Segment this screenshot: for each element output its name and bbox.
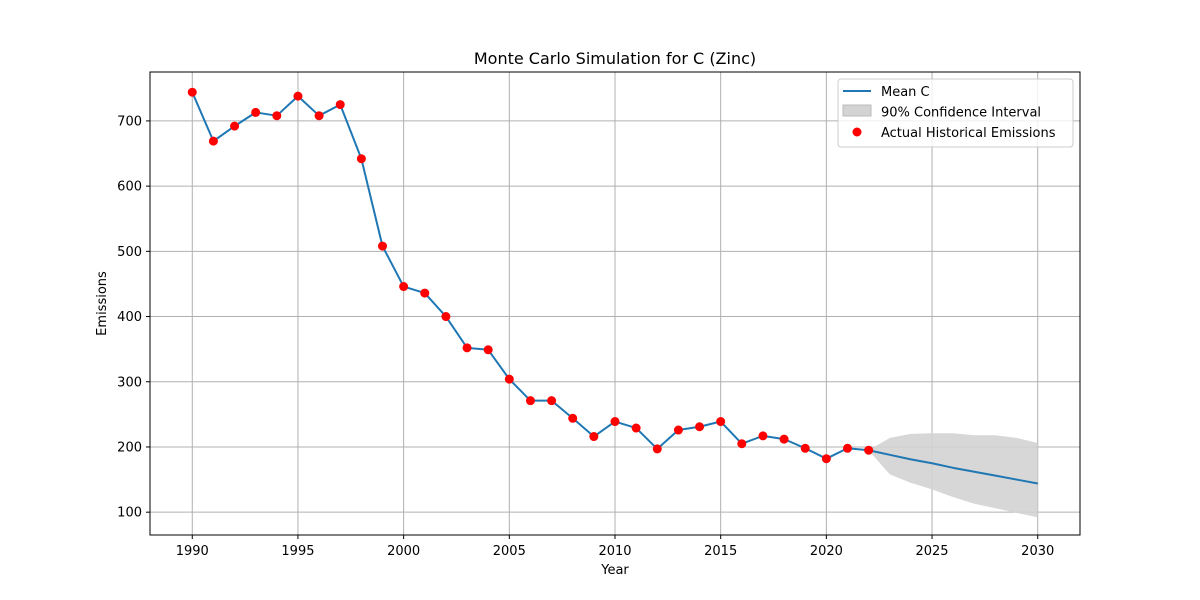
historical-point: [187, 87, 197, 97]
historical-point: [821, 454, 831, 464]
historical-point: [272, 111, 282, 121]
historical-point: [673, 425, 683, 435]
historical-point: [462, 343, 472, 353]
historical-point: [293, 91, 303, 101]
historical-point: [737, 439, 747, 449]
historical-point: [589, 432, 599, 442]
y-axis-ticks: 100 200 300 400 500 600 700: [117, 114, 150, 521]
grid: [150, 72, 1080, 535]
legend-swatch-interval: [842, 104, 872, 117]
y-tick-label: 500: [117, 245, 142, 260]
y-tick-label: 700: [117, 114, 142, 129]
historical-point: [800, 443, 810, 453]
y-tick-label: 100: [117, 506, 142, 521]
x-tick-label: 1990: [176, 544, 209, 559]
x-tick-label: 2010: [598, 544, 631, 559]
x-tick-label: 2020: [810, 544, 843, 559]
y-tick-label: 200: [117, 440, 142, 455]
y-tick-label: 600: [117, 180, 142, 195]
x-tick-label: 2005: [493, 544, 526, 559]
historical-point: [399, 282, 409, 292]
historical-point: [483, 345, 493, 355]
x-tick-label: 2000: [387, 544, 420, 559]
historical-point: [610, 417, 620, 427]
historical-point: [758, 431, 768, 441]
legend-label-interval: 90% Confidence Interval: [881, 106, 1041, 121]
x-tick-label: 2025: [915, 544, 948, 559]
legend-label-historical: Actual Historical Emissions: [881, 126, 1056, 141]
legend: Mean C 90% Confidence Interval Actual Hi…: [837, 78, 1074, 148]
historical-point: [314, 111, 324, 121]
historical-point: [441, 312, 451, 322]
historical-point: [631, 423, 641, 433]
historical-point: [695, 422, 705, 432]
historical-point: [230, 121, 240, 131]
historical-point: [547, 396, 557, 406]
historical-point: [504, 374, 514, 384]
historical-point: [356, 154, 366, 164]
x-tick-label: 2015: [704, 544, 737, 559]
legend-swatch-historical: [852, 127, 862, 137]
legend-box: [837, 78, 1074, 148]
y-axis-title: Emissions: [95, 271, 110, 336]
historical-point: [652, 444, 662, 454]
confidence-interval-band: [868, 433, 1038, 518]
x-tick-label: 1995: [281, 544, 314, 559]
historical-point: [335, 100, 345, 110]
confidence-band-layer: [868, 433, 1038, 518]
historical-point: [843, 443, 852, 453]
historical-point: [420, 288, 430, 298]
historical-points-layer: [187, 87, 874, 464]
legend-label-mean: Mean C: [881, 85, 930, 100]
historical-point: [864, 445, 874, 455]
historical-point: [525, 396, 535, 406]
historical-point: [251, 107, 261, 117]
historical-point: [568, 413, 578, 423]
x-tick-label: 2030: [1021, 544, 1054, 559]
historical-point: [716, 417, 726, 427]
historical-point: [378, 241, 387, 251]
y-tick-label: 300: [117, 375, 142, 390]
historical-point: [208, 136, 218, 146]
historical-point: [779, 434, 789, 444]
y-tick-label: 400: [117, 310, 142, 325]
x-axis-ticks: 1990 1995 2000 2005 2010 2015 2020 2025 2030: [176, 535, 1054, 559]
x-axis-title: Year: [600, 563, 629, 578]
chart-title: Monte Carlo Simulation for C (Zinc): [474, 49, 756, 68]
